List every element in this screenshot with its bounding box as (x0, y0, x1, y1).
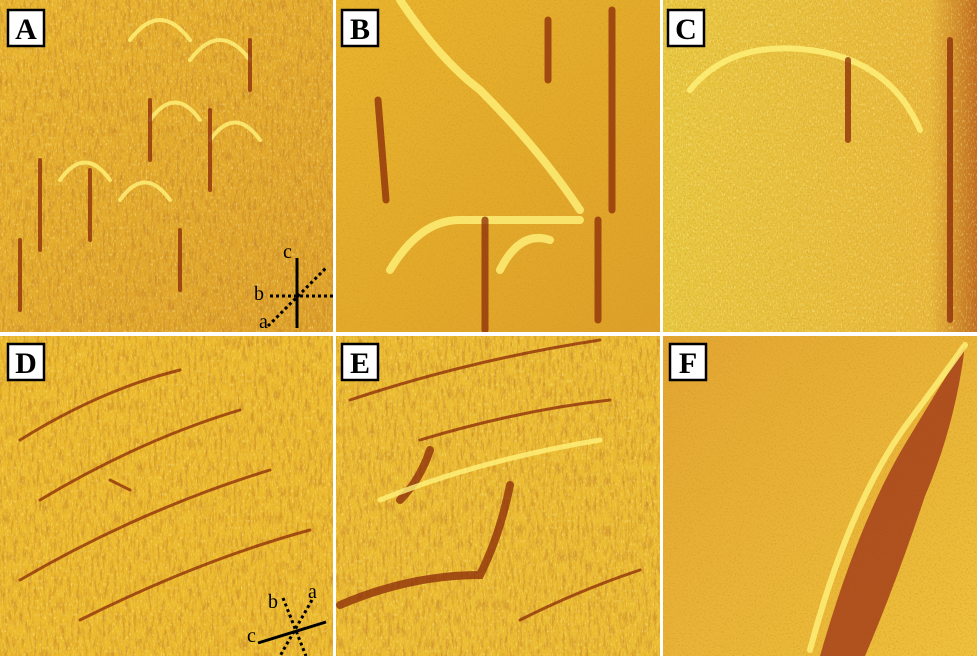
panel-label: F (679, 347, 697, 380)
panel-label: E (350, 347, 370, 380)
panel-label: A (15, 13, 37, 46)
panel-e (336, 336, 660, 656)
axis-label: a (308, 581, 317, 603)
panel-b (336, 0, 660, 332)
panel-c (663, 0, 977, 332)
panel-label: D (15, 347, 37, 380)
panel-label: C (675, 13, 697, 46)
axis-label: b (254, 283, 264, 305)
panel-label: B (350, 13, 370, 46)
axis-label: c (283, 241, 292, 263)
panel-a (0, 0, 333, 332)
axis-label: a (259, 311, 268, 333)
panel-f (663, 336, 977, 656)
axis-label: c (247, 625, 256, 647)
figure: A B C D E F c b a b a c (0, 0, 977, 656)
axis-label: b (268, 591, 278, 613)
panel-d (0, 336, 333, 656)
